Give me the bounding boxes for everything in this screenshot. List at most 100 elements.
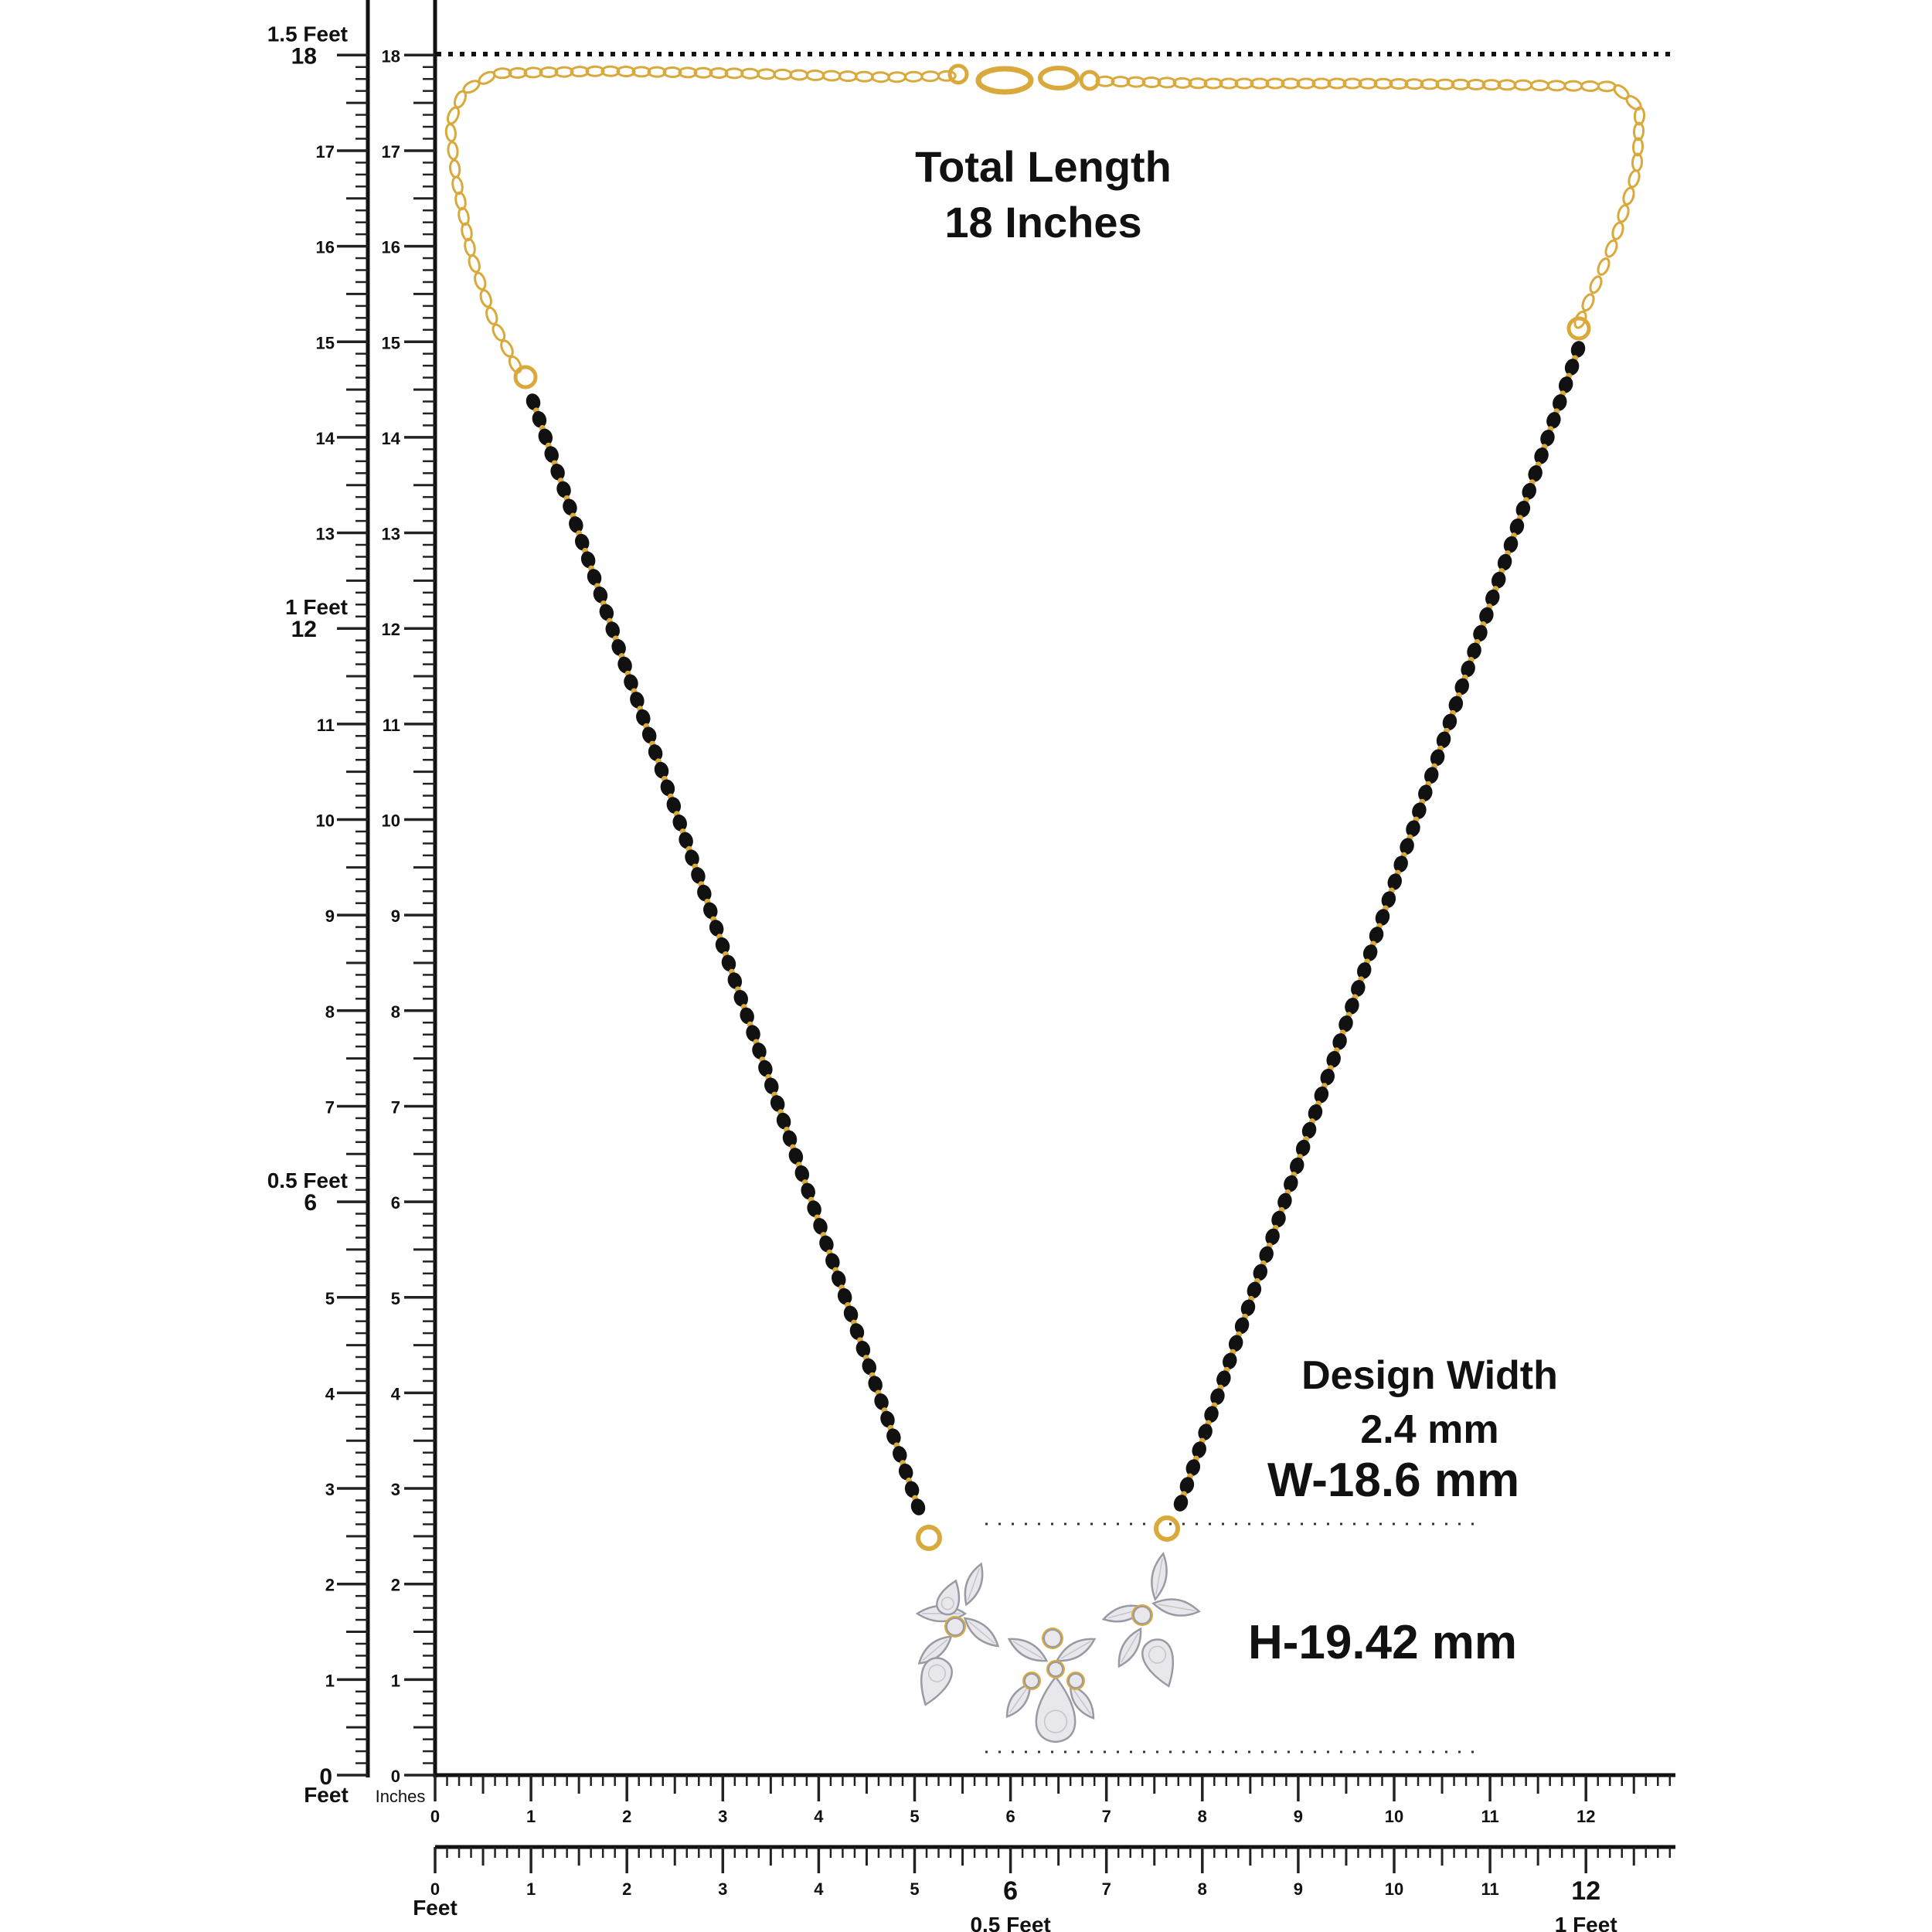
black-bead <box>904 1481 920 1498</box>
chain-link <box>805 69 825 82</box>
ruler-inner-label: 9 <box>391 906 400 926</box>
chain-link <box>1219 77 1239 90</box>
black-bead <box>1497 553 1512 571</box>
black-bead <box>1247 1281 1262 1299</box>
black-bead <box>691 867 706 884</box>
black-bead <box>1198 1423 1213 1440</box>
ruler-inch-label: 15 <box>316 333 335 352</box>
black-bead <box>1277 1192 1292 1210</box>
black-bead <box>832 1270 846 1287</box>
black-bead <box>898 1463 913 1481</box>
stone-facet <box>1012 1641 1043 1659</box>
black-bead <box>1192 1441 1206 1458</box>
black-bead <box>758 1060 773 1077</box>
black-bead <box>1284 1175 1298 1192</box>
h-ruler-bottom-label: 1 <box>526 1879 536 1899</box>
black-bead <box>1223 1352 1237 1370</box>
chain-link <box>647 66 667 78</box>
ruler-feet-label: 1 Feet <box>285 595 348 619</box>
ruler-feet-inch-label: 6 <box>304 1190 317 1216</box>
chain-link <box>1613 83 1630 100</box>
black-bead <box>1454 678 1469 696</box>
h-ruler-inch-label: 10 <box>1385 1807 1403 1826</box>
black-bead <box>776 1112 791 1130</box>
black-bead <box>550 463 565 481</box>
ruler-inch-label: 1 <box>325 1671 335 1690</box>
chain-link <box>740 67 760 80</box>
black-bead <box>1473 624 1488 642</box>
black-bead <box>1467 642 1481 660</box>
ruler-inch-label: 8 <box>325 1002 335 1022</box>
chain-link <box>709 66 729 80</box>
stone-body <box>1141 1638 1175 1688</box>
black-bead <box>1356 962 1372 979</box>
chain-link <box>444 123 457 143</box>
black-bead <box>819 1235 834 1253</box>
chain-link <box>1563 80 1583 92</box>
black-bead <box>1430 749 1445 767</box>
chain-link <box>1631 137 1645 157</box>
black-bead <box>697 884 712 902</box>
black-bead <box>849 1323 865 1340</box>
chain-link <box>447 141 459 161</box>
stone-facet <box>940 1597 954 1611</box>
h-ruler-bottom-label: 12 <box>1571 1876 1600 1906</box>
black-bead <box>563 498 577 515</box>
chain-link <box>479 289 492 308</box>
black-bead <box>703 902 718 920</box>
lobster-clasp <box>947 63 1100 95</box>
pear-stone <box>1141 1638 1175 1688</box>
chain-link <box>523 66 543 79</box>
ruler-inner-label: 13 <box>382 525 400 544</box>
ruler-feet-unit: Feet <box>304 1783 349 1807</box>
h-ruler-inch-label: 0 <box>430 1807 440 1826</box>
design-width-title: Design Width <box>1301 1353 1558 1398</box>
h-ruler-inch-label: 9 <box>1294 1807 1303 1826</box>
stone-facet <box>1072 1689 1092 1715</box>
chain-link <box>616 65 636 78</box>
h-ruler-inch-label: 7 <box>1102 1807 1111 1826</box>
h-ruler-inch-label: 8 <box>1198 1807 1207 1826</box>
stone-facet <box>968 1621 995 1644</box>
stone-facet <box>922 1638 948 1662</box>
chain-link <box>887 71 907 83</box>
black-bead <box>617 656 632 674</box>
black-bead <box>1253 1264 1268 1281</box>
h-ruler-inch-label: 4 <box>814 1807 824 1826</box>
black-bead <box>575 533 590 551</box>
design-width-value: 2.4 mm <box>1360 1407 1499 1452</box>
ruler-inner-label: 1 <box>391 1671 400 1690</box>
chain-link <box>757 68 777 80</box>
chain-link <box>1281 77 1301 90</box>
h-ruler-bottom-label: 5 <box>910 1879 919 1899</box>
ruler-inch-label: 10 <box>316 811 335 831</box>
black-bead <box>843 1305 859 1323</box>
black-bead <box>1400 838 1414 855</box>
ruler-inch-label: 17 <box>316 142 335 162</box>
h-ruler-bottom-label: 7 <box>1102 1879 1111 1899</box>
black-bead <box>721 954 736 972</box>
stone-facet <box>1121 1632 1139 1663</box>
chain-link <box>485 306 498 325</box>
vertical-ruler: 0123456789101112131415161718123457891011… <box>267 0 437 1807</box>
jump-ring <box>916 1525 942 1551</box>
ruler-inner-label: 6 <box>391 1193 400 1213</box>
h-ruler-half-foot: 0.5 Feet <box>970 1913 1050 1932</box>
chain-link <box>1597 257 1611 276</box>
ruler-inch-label: 13 <box>316 525 335 544</box>
black-bead <box>1338 1015 1353 1032</box>
black-bead <box>788 1148 804 1165</box>
black-bead <box>862 1358 876 1376</box>
ruler-feet-inch-label: 18 <box>291 43 317 69</box>
black-bead <box>1351 980 1366 997</box>
round-stone <box>946 1617 964 1636</box>
black-bead <box>1418 784 1433 802</box>
total-length-label: Total Length 18 Inches <box>873 139 1213 250</box>
black-bead <box>1412 802 1427 820</box>
ruler-inner-label: 16 <box>382 238 400 257</box>
chain-link <box>1597 80 1617 93</box>
black-bead <box>752 1043 767 1060</box>
chain-link <box>1250 77 1270 90</box>
chain-link <box>789 69 809 81</box>
chain-link <box>1311 77 1332 90</box>
